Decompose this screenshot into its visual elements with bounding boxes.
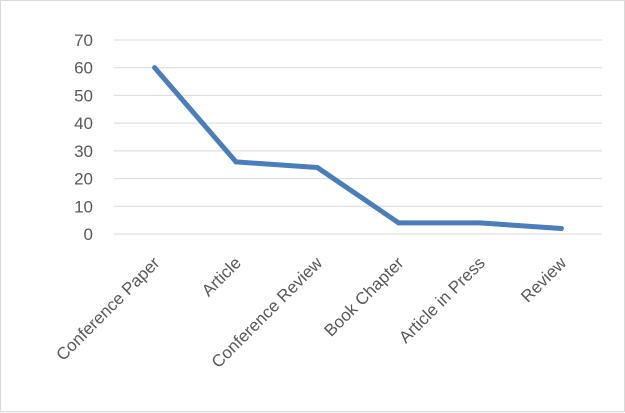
x-tick-label: Article (198, 253, 245, 300)
data-point (314, 164, 320, 170)
data-point (152, 65, 158, 71)
y-tick-label: 70 (74, 31, 93, 50)
gridlines (114, 39, 602, 235)
data-point (233, 159, 239, 165)
y-tick-label: 30 (74, 142, 93, 161)
y-tick-label: 10 (74, 197, 93, 216)
data-point (477, 220, 483, 226)
y-tick-label: 40 (74, 114, 93, 133)
x-tick-label: Article in Press (395, 253, 489, 347)
y-tick-label: 20 (74, 170, 93, 189)
data-point (558, 225, 564, 231)
y-tick-label: 50 (74, 86, 93, 105)
series-layer (152, 65, 564, 231)
y-axis-ticks: 0 10 20 30 40 50 60 70 (74, 31, 93, 244)
data-point (396, 220, 402, 226)
series-line (152, 65, 564, 231)
x-tick-label: Conference Paper (52, 253, 163, 364)
x-tick-label: Review (517, 253, 570, 306)
y-tick-label: 60 (74, 59, 93, 78)
x-tick-label: Book Chapter (321, 253, 408, 340)
y-tick-label: 0 (84, 225, 93, 244)
